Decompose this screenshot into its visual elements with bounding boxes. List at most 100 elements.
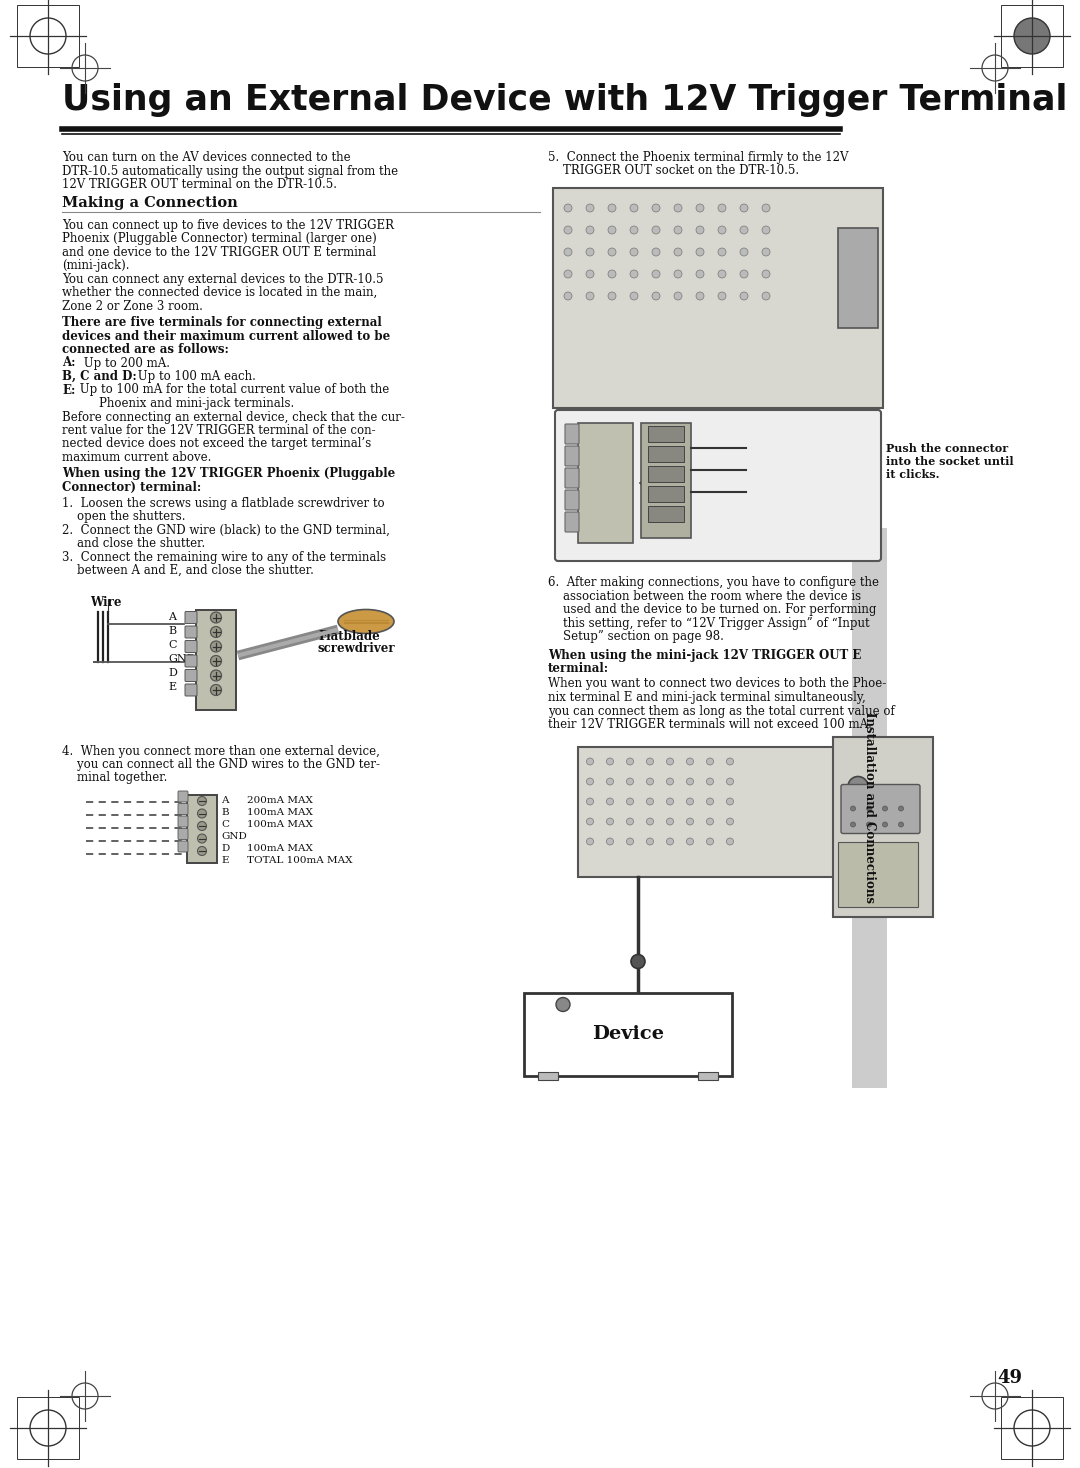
Circle shape [630, 292, 638, 299]
Text: 2.  Connect the GND wire (black) to the GND terminal,: 2. Connect the GND wire (black) to the G… [62, 524, 390, 536]
FancyBboxPatch shape [838, 841, 918, 907]
Circle shape [211, 612, 221, 622]
Text: TRIGGER OUT socket on the DTR-10.5.: TRIGGER OUT socket on the DTR-10.5. [548, 164, 799, 178]
Text: 1.  Loosen the screws using a flatblade screwdriver to: 1. Loosen the screws using a flatblade s… [62, 496, 384, 509]
Circle shape [586, 838, 594, 846]
Text: DTR-10.5 automatically using the output signal from the: DTR-10.5 automatically using the output … [62, 164, 399, 178]
Circle shape [586, 204, 594, 211]
Circle shape [626, 799, 634, 804]
FancyBboxPatch shape [185, 640, 197, 652]
Text: When using the 12V TRIGGER Phoenix (Pluggable: When using the 12V TRIGGER Phoenix (Plug… [62, 467, 395, 480]
Text: You can turn on the AV devices connected to the: You can turn on the AV devices connected… [62, 151, 351, 164]
Text: between A and E, and close the shutter.: between A and E, and close the shutter. [62, 564, 314, 577]
Text: Before connecting an external device, check that the cur-: Before connecting an external device, ch… [62, 411, 405, 423]
FancyBboxPatch shape [833, 737, 933, 916]
FancyBboxPatch shape [852, 528, 887, 1088]
FancyBboxPatch shape [565, 512, 579, 531]
Circle shape [564, 226, 572, 233]
Text: minal together.: minal together. [62, 772, 167, 784]
Circle shape [198, 797, 206, 806]
Circle shape [652, 204, 660, 211]
Text: open the shutters.: open the shutters. [62, 509, 186, 523]
Circle shape [586, 799, 594, 804]
Text: E: E [221, 856, 229, 865]
FancyBboxPatch shape [565, 490, 579, 509]
Circle shape [608, 248, 616, 255]
Circle shape [211, 627, 221, 637]
FancyBboxPatch shape [565, 468, 579, 487]
Text: IR IN: IR IN [841, 847, 860, 854]
FancyBboxPatch shape [185, 669, 197, 681]
Circle shape [851, 806, 855, 810]
FancyBboxPatch shape [178, 791, 188, 802]
Text: terminal:: terminal: [548, 662, 609, 675]
FancyBboxPatch shape [524, 992, 732, 1076]
Circle shape [586, 270, 594, 277]
Circle shape [652, 226, 660, 233]
Text: you can connect all the GND wires to the GND ter-: you can connect all the GND wires to the… [62, 757, 380, 771]
Text: Installation and Connections: Installation and Connections [863, 712, 876, 903]
Text: Zone 2 or Zone 3 room.: Zone 2 or Zone 3 room. [62, 299, 203, 313]
Text: You can connect any external devices to the DTR-10.5: You can connect any external devices to … [62, 273, 383, 285]
Circle shape [564, 270, 572, 277]
Circle shape [762, 204, 770, 211]
Circle shape [647, 757, 653, 765]
Circle shape [882, 822, 888, 826]
Text: (mini-jack).: (mini-jack). [62, 258, 130, 272]
Circle shape [706, 799, 714, 804]
Circle shape [630, 248, 638, 255]
Circle shape [727, 818, 733, 825]
Circle shape [899, 806, 904, 810]
Circle shape [740, 204, 748, 211]
Text: and one device to the 12V TRIGGER OUT E terminal: and one device to the 12V TRIGGER OUT E … [62, 245, 376, 258]
Circle shape [1014, 18, 1050, 54]
Circle shape [696, 270, 704, 277]
Circle shape [674, 270, 681, 277]
Text: Push the connector: Push the connector [886, 443, 1008, 454]
Text: E: E [168, 681, 176, 691]
Circle shape [198, 834, 206, 843]
Text: GND: GND [221, 832, 246, 841]
Circle shape [762, 248, 770, 255]
Circle shape [882, 806, 888, 810]
Text: D: D [221, 844, 229, 853]
Text: When using the mini-jack 12V TRIGGER OUT E: When using the mini-jack 12V TRIGGER OUT… [548, 649, 862, 662]
Circle shape [608, 226, 616, 233]
Circle shape [848, 777, 868, 797]
Circle shape [727, 757, 733, 765]
Circle shape [630, 226, 638, 233]
Circle shape [706, 818, 714, 825]
Text: 4.  When you connect more than one external device,: 4. When you connect more than one extern… [62, 744, 380, 757]
Text: 100mA MAX: 100mA MAX [247, 844, 313, 853]
Text: GND: GND [168, 653, 195, 664]
FancyBboxPatch shape [178, 828, 188, 840]
FancyBboxPatch shape [648, 465, 684, 482]
Circle shape [718, 292, 726, 299]
FancyBboxPatch shape [555, 410, 881, 561]
Circle shape [607, 757, 613, 765]
Circle shape [198, 847, 206, 856]
Circle shape [706, 838, 714, 846]
Circle shape [740, 248, 748, 255]
Text: rent value for the 12V TRIGGER terminal of the con-: rent value for the 12V TRIGGER terminal … [62, 424, 376, 437]
Circle shape [647, 799, 653, 804]
Text: you can connect them as long as the total current value of: you can connect them as long as the tota… [548, 705, 894, 718]
Circle shape [718, 270, 726, 277]
Circle shape [666, 838, 674, 846]
Text: into the socket until: into the socket until [886, 457, 1014, 467]
Text: 200mA MAX: 200mA MAX [247, 796, 313, 804]
Circle shape [687, 757, 693, 765]
Circle shape [608, 292, 616, 299]
FancyBboxPatch shape [185, 655, 197, 666]
Text: nected device does not exceed the target terminal’s: nected device does not exceed the target… [62, 437, 372, 451]
Text: their 12V TRIGGER terminals will not exceed 100 mA.: their 12V TRIGGER terminals will not exc… [548, 718, 872, 731]
FancyBboxPatch shape [195, 609, 237, 709]
Text: When you want to connect two devices to both the Phoe-: When you want to connect two devices to … [548, 678, 887, 690]
Text: TRIGGER: TRIGGER [838, 765, 875, 774]
FancyBboxPatch shape [841, 784, 920, 834]
Text: 100mA MAX: 100mA MAX [247, 807, 313, 818]
Circle shape [586, 818, 594, 825]
Text: TOTAL 100mA MAX: TOTAL 100mA MAX [247, 856, 352, 865]
Ellipse shape [338, 609, 394, 634]
Circle shape [687, 778, 693, 785]
